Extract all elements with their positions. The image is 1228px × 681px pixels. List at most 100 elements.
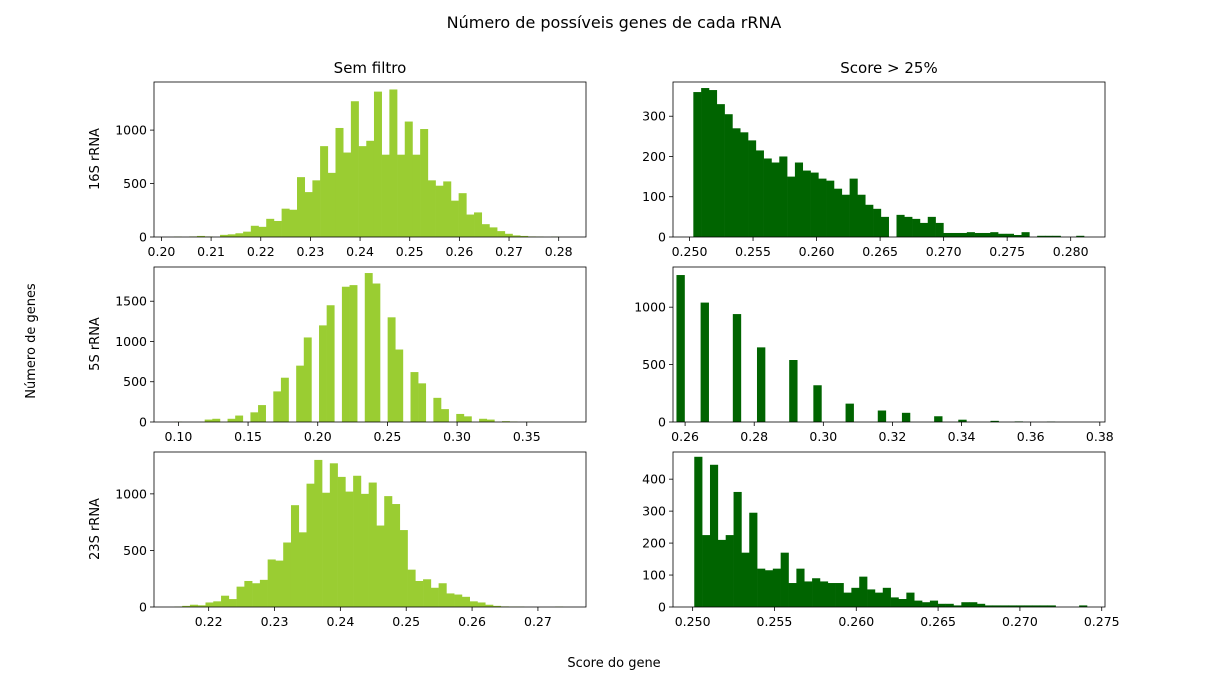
histogram-bar bbox=[709, 464, 719, 607]
histogram-bar bbox=[312, 180, 321, 237]
histogram-bar bbox=[764, 570, 774, 607]
histogram-bar bbox=[1016, 605, 1025, 607]
x-tick-label: 0.30 bbox=[443, 429, 471, 444]
histogram-bar bbox=[486, 419, 495, 422]
histogram-bar bbox=[741, 552, 750, 607]
x-tick-label: 0.38 bbox=[1086, 429, 1114, 444]
histogram-bar bbox=[951, 232, 960, 237]
histogram-bar bbox=[1076, 235, 1085, 237]
histogram-bar bbox=[966, 232, 975, 237]
histogram-bar bbox=[420, 129, 429, 237]
histogram-bar bbox=[250, 225, 259, 237]
histogram-bar bbox=[1039, 605, 1049, 607]
row-label-16s: 16S rRNA bbox=[88, 128, 103, 190]
histogram-bar bbox=[901, 412, 911, 422]
histogram-bar bbox=[314, 459, 323, 607]
y-tick-label: 1000 bbox=[115, 334, 147, 349]
row-label-5s: 5S rRNA bbox=[88, 317, 103, 371]
histogram-bar bbox=[469, 601, 478, 607]
y-tick-label: 1000 bbox=[634, 300, 666, 315]
x-tick-label: 0.24 bbox=[346, 244, 374, 259]
histogram-bar bbox=[341, 286, 350, 422]
panel-5s-filtered: 0.26 0.28 0.30 0.32 0.34 0.36 0.38 0 500 1000 bbox=[634, 266, 1114, 444]
x-tick-label: 0.20 bbox=[148, 244, 176, 259]
histogram-bar bbox=[343, 152, 352, 237]
x-tick-label: 0.30 bbox=[809, 429, 837, 444]
histogram-bar bbox=[319, 325, 327, 422]
histogram-bar bbox=[461, 596, 470, 607]
histogram-bar bbox=[404, 121, 413, 237]
histogram-bar bbox=[326, 305, 335, 422]
row-label-23s: 23S rRNA bbox=[88, 498, 103, 560]
histogram-bar bbox=[358, 146, 367, 237]
x-tick-label: 0.21 bbox=[197, 244, 225, 259]
x-tick-label: 0.35 bbox=[513, 429, 541, 444]
histogram-bar bbox=[189, 604, 199, 607]
histogram-bar bbox=[479, 418, 488, 422]
histogram-bar bbox=[273, 391, 282, 422]
histogram-bar bbox=[376, 525, 385, 607]
histogram-bar bbox=[322, 492, 331, 607]
histogram-bar bbox=[789, 360, 798, 422]
histogram-bar bbox=[213, 601, 222, 607]
histogram-bar bbox=[252, 583, 261, 607]
histogram-bar bbox=[466, 214, 475, 237]
histogram-bar bbox=[676, 275, 685, 422]
x-tick-label: 0.275 bbox=[1084, 614, 1120, 629]
histogram-bar bbox=[859, 576, 868, 607]
histogram-bar bbox=[1052, 235, 1061, 237]
x-tick-label: 0.23 bbox=[261, 614, 289, 629]
histogram-bar bbox=[835, 583, 844, 607]
histogram-bar bbox=[865, 204, 874, 237]
histogram-bar bbox=[702, 535, 711, 607]
y-tick-label: 400 bbox=[642, 472, 666, 487]
y-tick-label: 300 bbox=[642, 504, 666, 519]
y-tick-label: 100 bbox=[642, 568, 666, 583]
histogram-bar bbox=[748, 140, 757, 237]
histogram-bar bbox=[958, 419, 967, 422]
histogram-bar bbox=[485, 604, 494, 607]
histogram-bar bbox=[882, 587, 891, 607]
histogram-bar bbox=[228, 599, 237, 607]
histogram-bar bbox=[896, 214, 905, 237]
histogram-bar bbox=[290, 505, 300, 607]
x-tick-label: 0.32 bbox=[879, 429, 907, 444]
x-tick-label: 0.255 bbox=[735, 244, 771, 259]
x-tick-label: 0.25 bbox=[396, 244, 424, 259]
histogram-bar bbox=[423, 579, 432, 607]
histogram-bar bbox=[772, 568, 781, 607]
histogram-bar bbox=[258, 226, 267, 237]
y-tick-label: 0 bbox=[139, 415, 147, 430]
histogram-bar bbox=[458, 193, 467, 237]
axes-frame bbox=[672, 81, 1106, 238]
histogram-bar bbox=[826, 180, 835, 237]
panel-16s-filtered: 0.250 0.255 0.260 0.265 0.270 0.275 0.280 0 100 2… bbox=[642, 81, 1106, 259]
bars-16s-unfiltered bbox=[173, 89, 559, 238]
histogram-bar bbox=[303, 337, 312, 422]
histogram-bar bbox=[974, 232, 983, 237]
histogram-bar bbox=[693, 92, 702, 237]
histogram-bar bbox=[410, 372, 419, 422]
x-tick-label: 0.26 bbox=[671, 429, 699, 444]
histogram-bar bbox=[945, 603, 954, 607]
histogram-bar bbox=[220, 234, 229, 237]
histogram-bar bbox=[1008, 605, 1017, 607]
histogram-bar bbox=[977, 603, 986, 607]
panel-23s-filtered: 0.250 0.255 0.260 0.265 0.270 0.275 0 100 200 300… bbox=[642, 451, 1120, 629]
histogram-bar bbox=[275, 560, 284, 607]
y-tick-label: 0 bbox=[139, 600, 147, 615]
histogram-bar bbox=[732, 314, 742, 422]
histogram-bar bbox=[927, 216, 936, 237]
x-tick-label: 0.27 bbox=[524, 614, 552, 629]
histogram-bar bbox=[701, 88, 710, 237]
histogram-bar bbox=[205, 602, 214, 607]
y-tick-label: 0 bbox=[658, 230, 666, 245]
histogram-bar bbox=[392, 504, 401, 607]
histogram-bar bbox=[849, 178, 858, 237]
histogram-bar bbox=[749, 512, 758, 607]
histogram-bar bbox=[306, 483, 315, 607]
x-tick-label: 0.28 bbox=[740, 429, 768, 444]
histogram-bar bbox=[724, 114, 733, 237]
histogram-bar bbox=[880, 216, 889, 237]
